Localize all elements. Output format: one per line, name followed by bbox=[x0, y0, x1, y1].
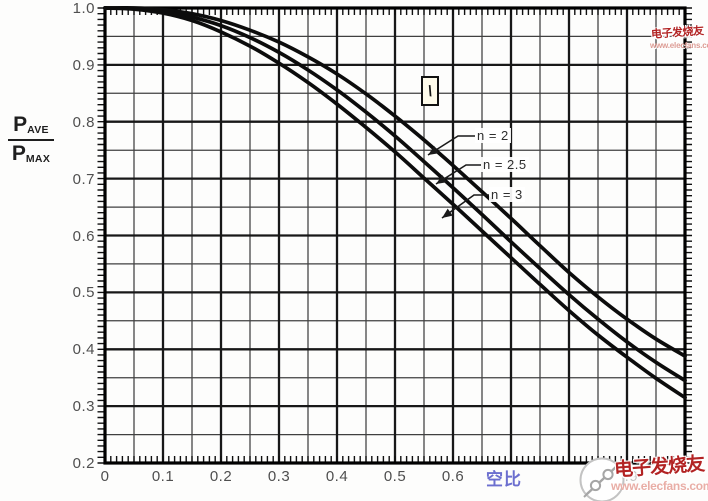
broken-char-box: \ bbox=[421, 76, 439, 106]
callout-line-1 bbox=[435, 164, 481, 185]
y-tick-label: 0.5 bbox=[72, 284, 95, 302]
callout-arrowhead-1 bbox=[436, 175, 447, 184]
y-tick-label: 1.0 bbox=[72, 0, 95, 17]
x-tick-label: 0.2 bbox=[209, 468, 233, 485]
callout-line-0 bbox=[427, 135, 475, 156]
curve-label-2: n = 3 bbox=[489, 187, 525, 202]
curve-n=2 bbox=[103, 6, 687, 358]
blue-axis-label: 空比 bbox=[486, 470, 522, 490]
curve-label-0: n = 2 bbox=[475, 128, 511, 143]
x-tick-label: 0.6 bbox=[441, 468, 465, 485]
grid-major bbox=[105, 8, 685, 463]
watermark-url-bottom: www.elecfans.com bbox=[611, 479, 708, 493]
y-tick-label: 0.9 bbox=[72, 56, 95, 74]
y-axis-label: PAVE PMAX bbox=[2, 113, 60, 166]
y-tick-label: 0.4 bbox=[72, 341, 95, 359]
x-tick-label: 0.1 bbox=[151, 468, 175, 485]
y-tick-label: 0.6 bbox=[72, 227, 95, 245]
curve-label-1: n = 2.5 bbox=[481, 157, 529, 172]
callout-line-2 bbox=[441, 194, 489, 219]
y-axis-label-numerator: PAVE bbox=[8, 113, 54, 142]
y-tick-label: 0.7 bbox=[72, 170, 95, 188]
x-tick-label: 0.3 bbox=[267, 468, 291, 485]
x-tick-label: 0.5 bbox=[383, 468, 407, 485]
curve-n=2.5 bbox=[103, 6, 687, 383]
y-tick-label: 0.3 bbox=[72, 398, 95, 416]
y-tick-label: 0.2 bbox=[72, 455, 95, 472]
y-tick-label: 0.8 bbox=[72, 113, 95, 131]
elecfans-logo-icon bbox=[579, 457, 625, 501]
callout-arrowhead-2 bbox=[442, 208, 453, 218]
curve-n=3 bbox=[103, 6, 687, 400]
watermark-url-top: www.elecfans.com bbox=[650, 41, 708, 50]
y-axis-label-denominator: PMAX bbox=[11, 142, 51, 166]
x-tick-label: 0.4 bbox=[325, 468, 349, 485]
x-tick-label: 0 bbox=[100, 468, 110, 485]
plot-border bbox=[103, 6, 687, 465]
callout-arrowhead-0 bbox=[428, 146, 439, 155]
